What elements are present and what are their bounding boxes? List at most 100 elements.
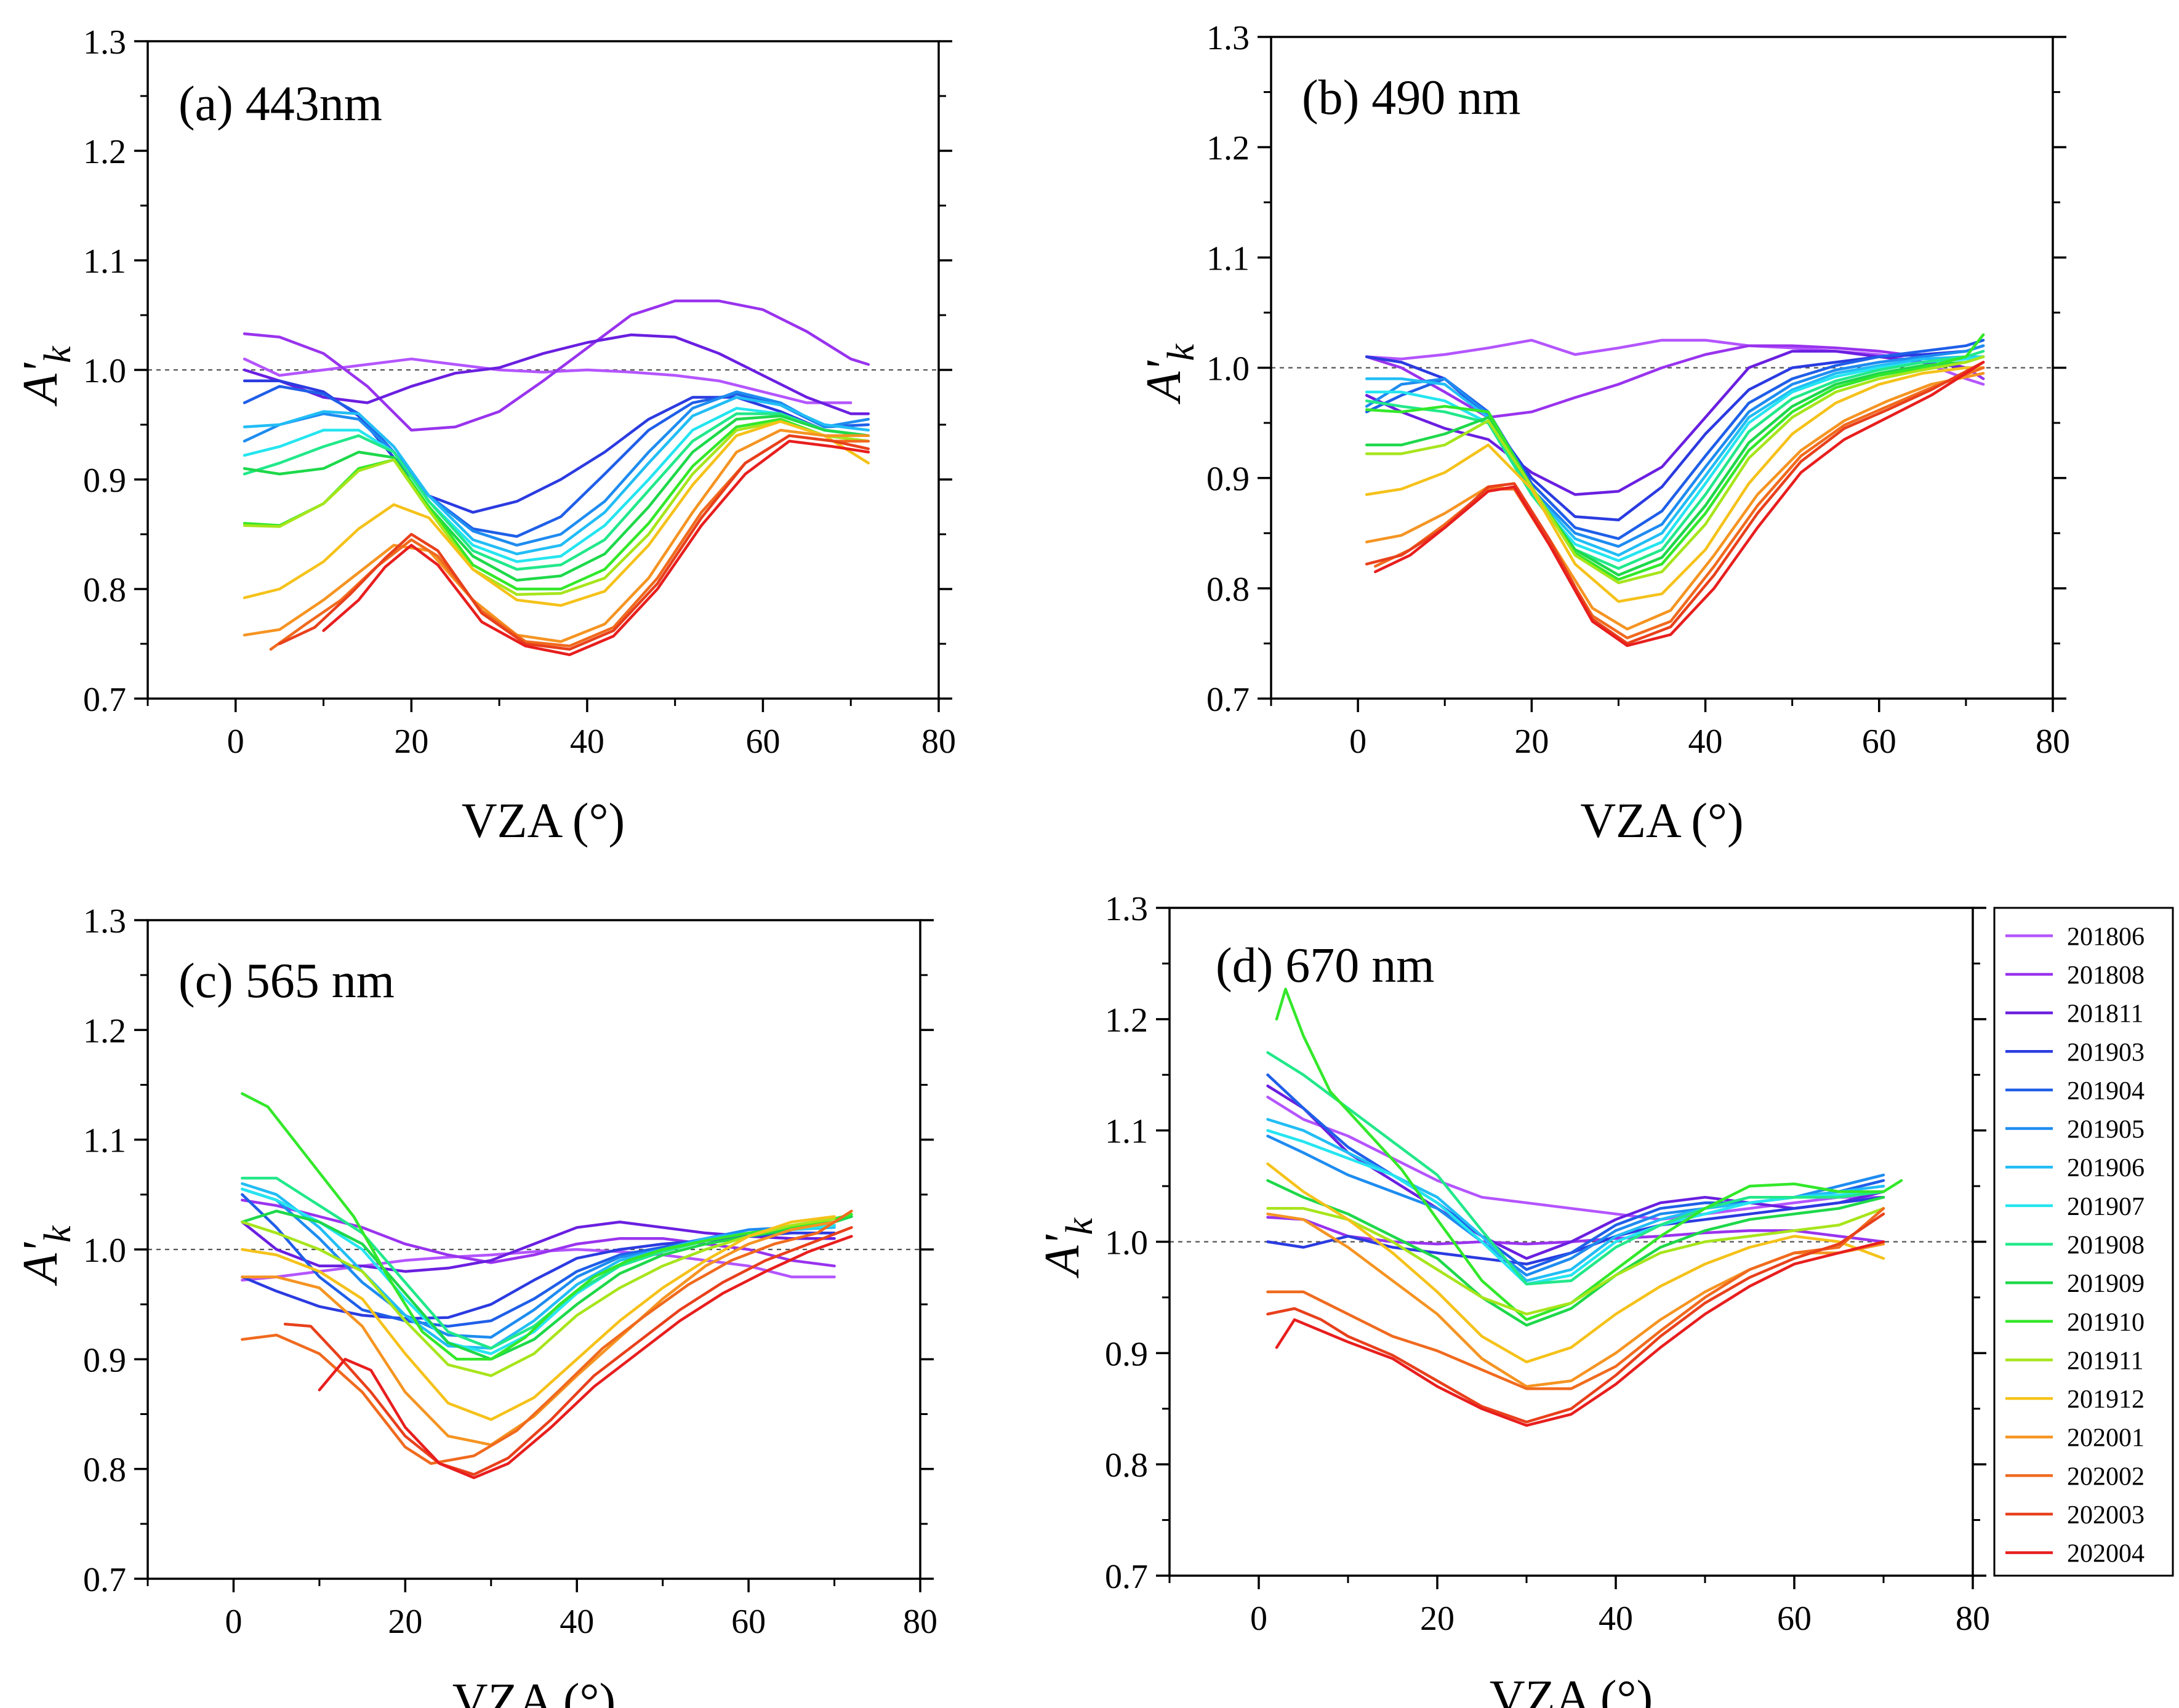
legend-label-201903: 201903 [2067,1038,2145,1067]
legend-label-201811: 201811 [2067,1000,2143,1028]
panel-a-x-tick-label: 0 [227,723,244,761]
panel-a-x-tick-label: 40 [570,723,604,761]
panel-a-y-axis-title: A'k [14,345,79,407]
panel-a: (a) 443nm 0 20 40 60 80 0.7 0.8 0.9 1.0 1.1 1.2 1.3… [14,23,956,848]
panel-d-y-tick-label: 1.2 [1105,1001,1148,1040]
panel-d-y-tick-label: 0.7 [1105,1558,1148,1596]
panel-a-series-202001 [243,428,870,643]
panel-c-y-tick-label: 1.2 [83,1012,126,1050]
panel-b-y-tick-label: 1.1 [1206,239,1250,278]
legend-label-201905: 201905 [2067,1116,2145,1144]
panel-a-series-201911 [243,420,870,596]
panel-d-y-tick-label: 1.0 [1105,1224,1148,1262]
panel-b-x-tick-label: 20 [1514,723,1549,761]
legend-label-202003: 202003 [2067,1501,2145,1530]
panel-c-title: (c) 565 nm [179,954,395,1008]
panel-d-x-tick-label: 60 [1777,1600,1812,1638]
panel-d-x-tick-label: 20 [1420,1600,1455,1638]
panel-b-series-201907 [1365,355,1985,563]
panel-a-title: (a) 443nm [179,77,382,131]
panel-b-y-tick-label: 1.2 [1206,129,1250,167]
panel-d-series-201907 [1266,1129,1885,1286]
panel-b-y-tick-label: 1.0 [1206,350,1250,388]
panel-c: (c) 565 nm 0 20 40 60 80 0.7 0.8 0.9 1.0 1.1 1.2 1.… [14,902,937,1708]
panel-b-series-201908 [1365,350,1985,570]
panel-a-x-tick-label: 20 [394,723,428,761]
panel-d-series-201911 [1266,1207,1885,1316]
panel-d-x-tick-label: 80 [1956,1600,1990,1638]
panel-b-series-202001 [1365,372,1985,631]
panel-c-y-tick-label: 0.9 [83,1341,126,1379]
panel-a-series-201909 [243,414,870,582]
panel-b-series-201906 [1365,355,1985,557]
panel-d-series-201908 [1266,1051,1885,1286]
panel-b-title: (b) 490 nm [1302,71,1521,125]
panel-c-series-201808 [241,1198,836,1268]
panel-a-y-tick-label: 1.1 [83,243,126,281]
panel-a-y-tick-label: 1.3 [83,23,126,62]
legend-label-201808: 201808 [2067,961,2145,990]
panel-c-x-tick-label: 80 [903,1603,937,1641]
panel-d-y-axis-title: A'k [1035,1217,1101,1279]
panel-b-series-201909 [1365,355,1985,577]
legend-label-202004: 202004 [2067,1540,2145,1568]
panel-c-y-tick-label: 1.1 [83,1122,126,1160]
panel-c-series-202003 [283,1226,853,1476]
panel-d-y-tick-label: 0.8 [1105,1446,1148,1485]
panel-b: (b) 490 nm 0 20 40 60 80 0.7 0.8 0.9 1.0 1.1 1.2 1.… [1137,19,2070,848]
panel-a-series-201811 [243,333,870,415]
panel-c-y-tick-label: 0.8 [83,1451,126,1489]
panel-d: (d) 670 nm 0 20 40 60 80 0.7 0.8 0.9 1.0 1.1 1.2 1.… [1035,890,1990,1708]
legend: 201806 201808 201811 201903 201904 201905 2019… [1993,907,2174,1577]
legend-label-201908: 201908 [2067,1232,2145,1260]
legend-label-201911: 201911 [2067,1347,2143,1375]
panel-c-x-axis-title: VZA (°) [452,1674,616,1708]
panel-c-series-201806 [241,1248,836,1282]
panel-a-series-201908 [243,412,870,571]
panel-b-series-202004 [1374,361,1985,648]
panel-a-series-202003 [278,434,870,651]
panel-d-y-tick-label: 1.1 [1105,1113,1148,1151]
panel-a-y-tick-label: 0.9 [83,462,126,500]
legend-label-201806: 201806 [2067,923,2145,951]
panel-a-y-tick-label: 0.8 [83,571,126,609]
panel-a-y-tick-label: 1.2 [83,133,126,171]
panel-a-series-202004 [322,439,870,657]
panel-a-series-201904 [243,385,870,538]
panel-c-y-tick-label: 0.7 [83,1561,126,1599]
panel-b-y-tick-label: 0.8 [1206,571,1250,609]
panel-d-series-201811 [1266,1085,1885,1260]
panel-b-y-tick-label: 0.7 [1206,681,1250,719]
panel-a-y-tick-label: 1.0 [83,352,126,390]
panel-a-series-201912 [243,420,870,607]
panel-c-series-201910 [241,1092,853,1361]
panel-a-series-201905 [243,390,870,547]
panel-c-series-201905 [241,1187,836,1339]
legend-label-202001: 202001 [2067,1424,2145,1453]
panel-d-series-201910 [1275,987,1903,1321]
panel-a-x-axis-title: VZA (°) [462,794,625,848]
panel-b-series-201912 [1365,366,1985,603]
panel-a-x-tick-label: 80 [921,723,956,761]
panel-c-series-202001 [241,1221,836,1446]
panel-b-y-tick-label: 0.9 [1206,460,1250,499]
panel-b-series-201910 [1365,333,1985,581]
panel-b-series-201905 [1365,344,1985,548]
panel-c-series-202004 [318,1235,853,1480]
panel-b-series-202003 [1365,361,1985,645]
panel-d-series-202003 [1266,1213,1885,1424]
panel-c-series-201912 [241,1215,836,1421]
panel-c-x-tick-label: 40 [560,1603,594,1641]
panel-d-title: (d) 670 nm [1216,939,1435,993]
legend-label-202002: 202002 [2067,1462,2145,1491]
panel-b-y-tick-label: 1.3 [1206,19,1250,57]
panel-d-series-202004 [1275,1240,1885,1427]
panel-c-y-axis-title: A'k [14,1225,79,1286]
panel-c-series-201909 [241,1209,853,1361]
panel-d-series-202002 [1266,1207,1885,1390]
legend-label-201904: 201904 [2067,1077,2145,1105]
panel-c-series-201911 [241,1217,836,1377]
panel-d-x-tick-label: 0 [1250,1600,1267,1638]
legend-frame [1993,907,2174,1577]
